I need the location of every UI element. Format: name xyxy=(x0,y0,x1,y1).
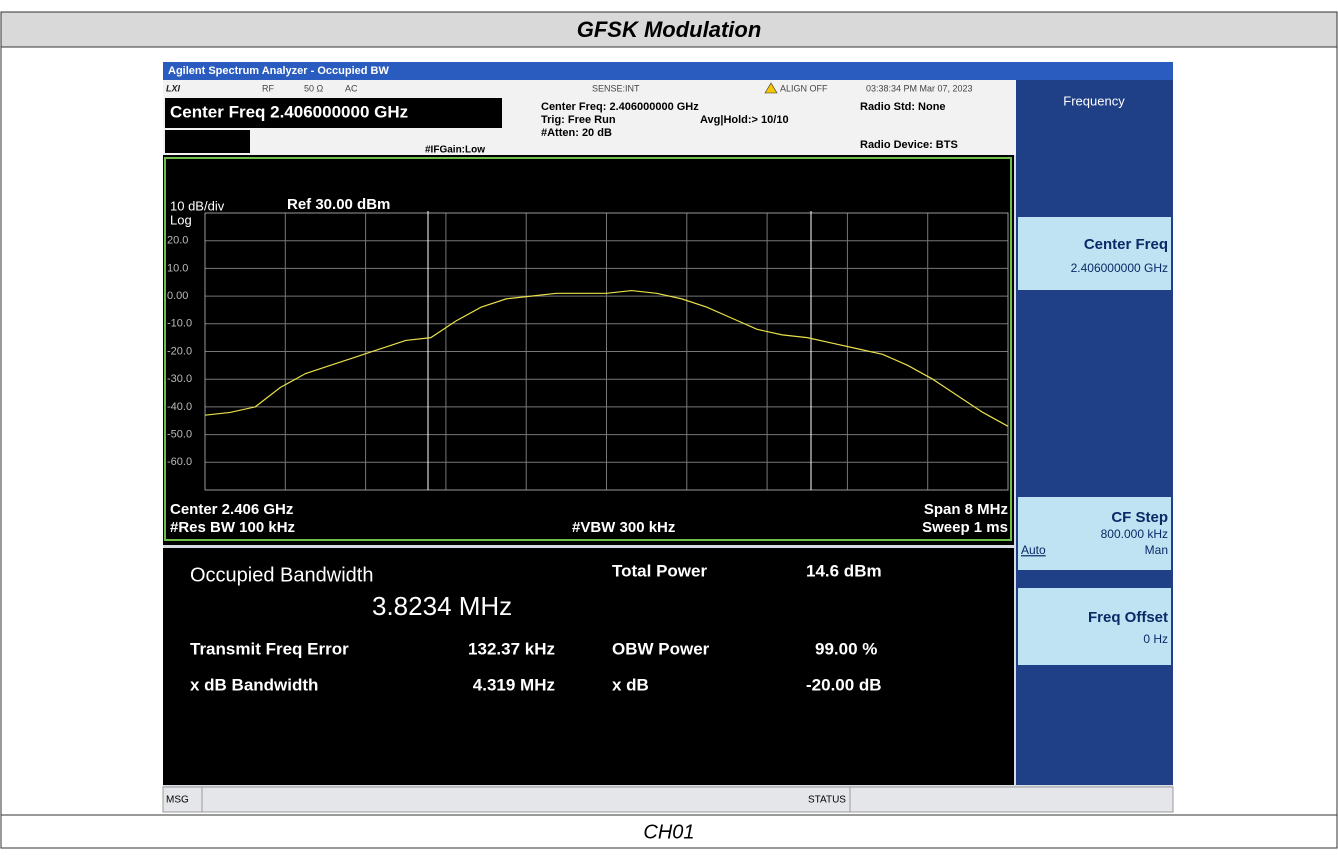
avg-hold: Avg|Hold:> 10/10 xyxy=(700,114,789,126)
radio-std: Radio Std: None xyxy=(860,101,946,113)
y-tick-label: -20.0 xyxy=(167,345,192,357)
result-value: 132.37 kHz xyxy=(468,639,555,658)
softkey-label: Freq Offset xyxy=(1088,609,1168,626)
y-tick-label: 0.00 xyxy=(167,290,188,302)
result-label: Total Power xyxy=(612,561,707,580)
setting: Center Freq: 2.406000000 GHz xyxy=(541,101,699,113)
menu-title: Frequency xyxy=(1063,93,1125,108)
sense: SENSE:INT xyxy=(592,83,640,93)
result-value: 14.6 dBm xyxy=(806,561,882,580)
result-label: Occupied Bandwidth xyxy=(190,564,373,586)
softkey-value: 0 Hz xyxy=(1143,632,1168,646)
result-label: OBW Power xyxy=(612,639,710,658)
graticule xyxy=(204,212,1009,491)
result-value: 99.00 % xyxy=(815,639,877,658)
title-bar xyxy=(163,62,1173,80)
active-function: Center Freq 2.406000000 GHz xyxy=(170,102,408,121)
result-value: -20.00 dB xyxy=(806,675,882,694)
align: ALIGN OFF xyxy=(780,83,828,93)
log-label: Log xyxy=(170,212,192,227)
y-tick-label: -60.0 xyxy=(167,456,192,468)
result-label: x dB xyxy=(612,675,649,694)
results-panel xyxy=(163,548,1014,785)
y-tick-label: 20.0 xyxy=(167,235,188,247)
lxi: LXI xyxy=(166,83,181,93)
softkey-panel xyxy=(1016,80,1173,785)
softkey[interactable] xyxy=(1018,217,1171,290)
rf: RF xyxy=(262,83,274,93)
result-value: 4.319 MHz xyxy=(473,675,555,694)
footer-caption: CH01 xyxy=(643,821,694,843)
sweep: Sweep 1 ms xyxy=(922,519,1008,536)
softkey-option: Auto xyxy=(1021,543,1046,557)
softkey-value: 800.000 kHz xyxy=(1101,527,1168,541)
softkey-value: 2.406000000 GHz xyxy=(1071,261,1168,275)
title-bar-text: Agilent Spectrum Analyzer - Occupied BW xyxy=(168,65,389,77)
radio-device: Radio Device: BTS xyxy=(860,139,958,151)
trace xyxy=(204,289,1009,427)
y-tick-label: -30.0 xyxy=(167,373,192,385)
y-tick-label: -10.0 xyxy=(167,318,192,330)
y-tick-label: -50.0 xyxy=(167,429,192,441)
result-label: Transmit Freq Error xyxy=(190,639,349,658)
status: STATUS xyxy=(808,795,846,806)
setting: #Atten: 20 dB xyxy=(541,127,612,139)
msg: MSG xyxy=(166,795,189,806)
vbw: #VBW 300 kHz xyxy=(572,519,675,536)
result-value: 3.8234 MHz xyxy=(372,591,512,621)
header-row xyxy=(0,11,1338,48)
span: Span 8 MHz xyxy=(924,501,1008,518)
active-function-box xyxy=(165,98,502,128)
warning-icon xyxy=(764,82,778,94)
entry-box xyxy=(165,130,250,153)
status-bar xyxy=(162,786,1174,813)
plot-border xyxy=(164,157,1012,541)
y-tick-label: 10.0 xyxy=(167,262,188,274)
softkey[interactable] xyxy=(1018,588,1171,665)
plot-area xyxy=(163,155,1014,545)
softkey-label: Center Freq xyxy=(1084,236,1168,253)
if-gain: #IFGain:Low xyxy=(425,145,485,156)
softkey-label: CF Step xyxy=(1111,509,1168,526)
ref-level: Ref 30.00 dBm xyxy=(287,196,390,213)
center: Center 2.406 GHz xyxy=(170,501,293,518)
header-title: GFSK Modulation xyxy=(577,17,762,42)
y-tick-label: -40.0 xyxy=(167,401,192,413)
scale: 10 dB/div xyxy=(170,198,225,213)
result-label: x dB Bandwidth xyxy=(190,675,318,694)
coupling: AC xyxy=(345,83,358,93)
impedance: 50 Ω xyxy=(304,83,324,93)
softkey[interactable] xyxy=(1018,497,1171,570)
setting: Trig: Free Run xyxy=(541,114,616,126)
softkey-option: Man xyxy=(1145,543,1168,557)
res-bw: #Res BW 100 kHz xyxy=(170,519,295,536)
datetime: 03:38:34 PM Mar 07, 2023 xyxy=(866,83,973,93)
